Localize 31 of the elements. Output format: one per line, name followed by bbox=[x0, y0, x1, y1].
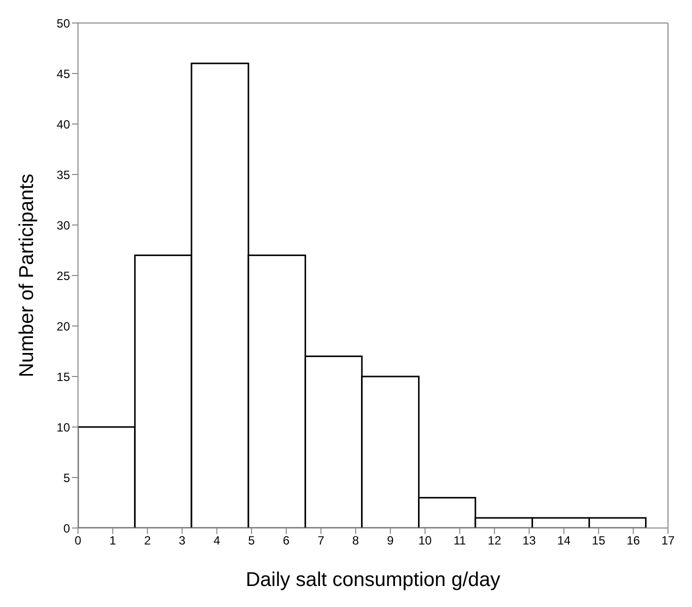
x-tick-label: 10 bbox=[418, 534, 432, 548]
x-tick-label: 7 bbox=[318, 534, 325, 548]
y-tick-label: 25 bbox=[56, 268, 70, 283]
x-tick-label: 4 bbox=[213, 534, 220, 548]
y-tick-label: 40 bbox=[56, 117, 70, 132]
y-tick-label: 0 bbox=[63, 521, 70, 536]
y-tick-label: 15 bbox=[56, 370, 70, 384]
x-tick-label: 14 bbox=[557, 534, 571, 548]
x-tick-label: 8 bbox=[352, 534, 360, 548]
x-tick-label: 9 bbox=[387, 534, 394, 548]
y-tick-label: 50 bbox=[56, 16, 70, 30]
x-tick-label: 0 bbox=[74, 534, 82, 548]
y-tick-label: 45 bbox=[56, 66, 70, 81]
x-tick-label: 15 bbox=[592, 534, 606, 548]
x-tick-label: 13 bbox=[522, 534, 536, 548]
y-tick-label: 10 bbox=[56, 420, 70, 434]
y-tick-label: 35 bbox=[56, 168, 70, 182]
y-axis-title: Number of Participants bbox=[16, 174, 38, 378]
x-tick-label: 12 bbox=[488, 534, 502, 548]
y-tick-label: 30 bbox=[56, 218, 70, 232]
x-tick-label: 1 bbox=[109, 534, 116, 548]
x-axis-title: Daily salt consumption g/day bbox=[246, 569, 500, 591]
x-tick-label: 11 bbox=[454, 534, 466, 548]
x-tick-label: 17 bbox=[661, 534, 675, 548]
x-tick-label: 5 bbox=[248, 534, 256, 548]
y-tick-label: 20 bbox=[56, 319, 70, 334]
x-tick-label: 2 bbox=[144, 534, 152, 548]
x-tick-label: 16 bbox=[626, 534, 640, 548]
y-tick-label: 5 bbox=[63, 470, 70, 485]
x-tick-label: 3 bbox=[178, 534, 186, 548]
x-tick-label: 6 bbox=[282, 534, 290, 548]
